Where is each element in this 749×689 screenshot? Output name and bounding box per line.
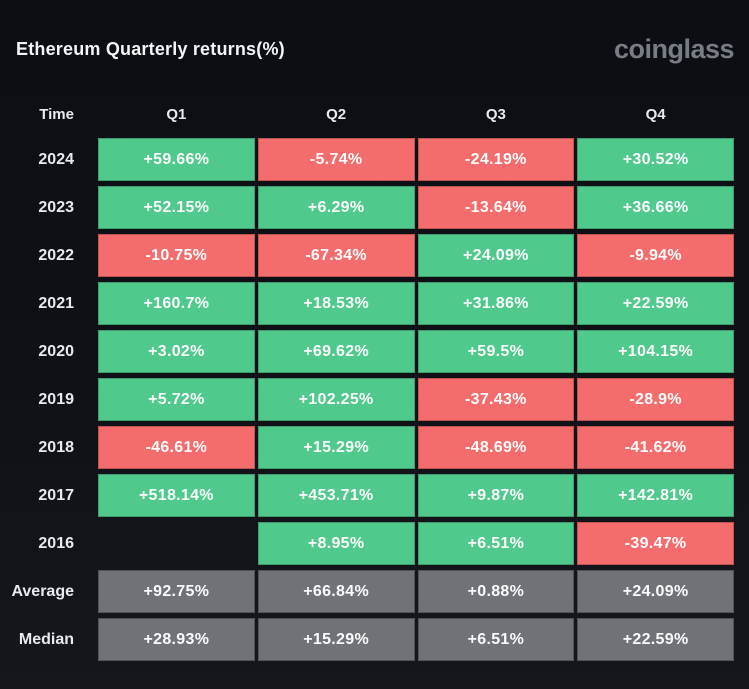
row-label-2023: 2023 — [38, 199, 74, 216]
return-cell: +22.59% — [577, 618, 734, 661]
return-cell: +52.15% — [98, 186, 255, 229]
returns-grid: 2024 +59.66% -5.74% -24.19% +30.52% 2023 +52.1… — [0, 138, 734, 661]
return-cell: +8.95% — [257, 522, 415, 565]
column-header-q2: Q2 — [326, 106, 347, 123]
return-cell: -9.94% — [577, 234, 734, 277]
row-label-2016: 2016 — [38, 535, 74, 552]
row-label-2020: 2020 — [38, 343, 74, 360]
row-label-2018: 2018 — [38, 439, 74, 456]
return-cell: -24.19% — [417, 138, 575, 181]
return-cell: +15.29% — [257, 426, 415, 469]
return-cell: +36.66% — [577, 186, 734, 229]
return-cell: +518.14% — [98, 474, 255, 517]
return-cell: +22.59% — [577, 282, 734, 325]
page-title: Ethereum Quarterly returns(%) — [16, 38, 285, 59]
return-cell: +28.93% — [98, 618, 255, 661]
return-cell: -39.47% — [577, 522, 734, 565]
row-label-average: Average — [11, 583, 74, 600]
return-cell: +104.15% — [577, 330, 734, 373]
return-cell: +6.51% — [417, 618, 575, 661]
column-header-q4: Q4 — [645, 106, 666, 123]
column-header-q1: Q1 — [166, 106, 187, 123]
row-label-median: Median — [18, 631, 74, 648]
return-cell: +31.86% — [417, 282, 575, 325]
return-cell: +24.09% — [417, 234, 575, 277]
return-cell: +18.53% — [257, 282, 415, 325]
return-cell: +15.29% — [257, 618, 415, 661]
widget-header: Ethereum Quarterly returns(%) coinglass — [0, 33, 735, 64]
return-cell: -46.61% — [98, 426, 255, 469]
return-cell: +6.51% — [417, 522, 575, 565]
row-label-2024: 2024 — [38, 151, 74, 168]
row-label-2022: 2022 — [38, 247, 74, 264]
column-header-row: Time Q1 Q2 Q3 Q4 — [0, 104, 734, 126]
return-cell: +9.87% — [417, 474, 575, 517]
return-cell: -67.34% — [257, 234, 415, 277]
column-header-q3: Q3 — [485, 106, 506, 123]
return-cell: +69.62% — [257, 330, 415, 373]
return-cell: +5.72% — [98, 378, 255, 421]
return-cell: +142.81% — [577, 474, 734, 517]
return-cell: -37.43% — [417, 378, 575, 421]
coinglass-logo: coinglass — [613, 33, 735, 64]
return-cell: +30.52% — [577, 138, 734, 181]
row-label-2017: 2017 — [38, 487, 74, 504]
return-cell: -41.62% — [577, 426, 734, 469]
empty-cell — [98, 522, 255, 565]
row-label-2021: 2021 — [38, 295, 74, 312]
return-cell: -48.69% — [417, 426, 575, 469]
return-cell: +3.02% — [98, 330, 255, 373]
return-cell: +0.88% — [417, 570, 575, 613]
row-label-2019: 2019 — [38, 391, 74, 408]
return-cell: +59.5% — [417, 330, 575, 373]
return-cell: +6.29% — [257, 186, 415, 229]
return-cell: -13.64% — [417, 186, 575, 229]
return-cell: +59.66% — [98, 138, 255, 181]
return-cell: -28.9% — [577, 378, 734, 421]
return-cell: -5.74% — [257, 138, 415, 181]
return-cell: +102.25% — [257, 378, 415, 421]
return-cell: +453.71% — [257, 474, 415, 517]
return-cell: +24.09% — [577, 570, 734, 613]
return-cell: +92.75% — [98, 570, 255, 613]
return-cell: -10.75% — [98, 234, 255, 277]
return-cell: +160.7% — [98, 282, 255, 325]
column-header-time: Time — [39, 106, 74, 123]
return-cell: +66.84% — [257, 570, 415, 613]
